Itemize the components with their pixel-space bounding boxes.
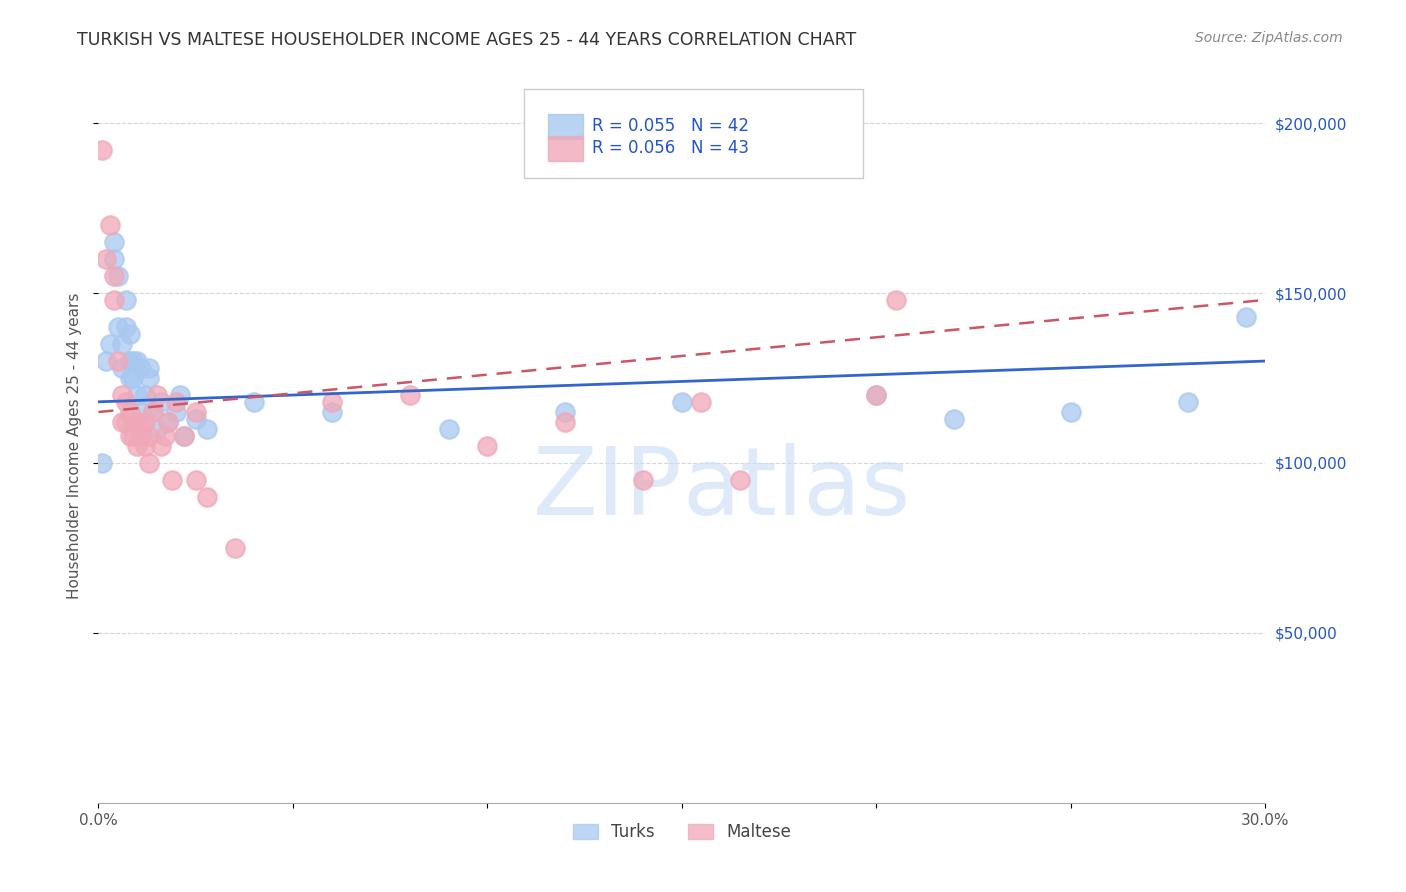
Point: [91, 456, 114, 470]
Point: [127, 415, 149, 429]
Point: [111, 415, 134, 429]
Point: [321, 394, 343, 409]
Point: [1060, 405, 1083, 419]
Point: [690, 394, 713, 409]
Text: Source: ZipAtlas.com: Source: ZipAtlas.com: [1195, 31, 1343, 45]
Point: [149, 439, 172, 453]
Point: [184, 412, 207, 426]
Point: [122, 415, 145, 429]
Point: [129, 429, 152, 443]
Point: [98, 218, 121, 232]
Point: [884, 293, 907, 307]
Point: [107, 320, 129, 334]
Point: [134, 415, 156, 429]
Point: [195, 490, 218, 504]
Point: [165, 405, 187, 419]
Point: [114, 320, 136, 334]
Point: [730, 473, 752, 487]
Point: [111, 388, 134, 402]
Point: [96, 252, 118, 266]
Point: [122, 371, 145, 385]
Text: R = 0.055   N = 42: R = 0.055 N = 42: [592, 118, 749, 136]
Point: [398, 388, 420, 402]
Point: [1234, 310, 1257, 324]
Point: [631, 473, 654, 487]
Point: [138, 456, 160, 470]
Point: [138, 371, 160, 385]
Point: [134, 388, 156, 402]
Point: [157, 415, 180, 429]
Text: atlas: atlas: [682, 442, 910, 535]
Point: [554, 415, 576, 429]
Point: [943, 412, 966, 426]
Point: [122, 429, 145, 443]
Point: [1177, 394, 1199, 409]
Point: [138, 360, 160, 375]
Point: [554, 405, 576, 419]
Point: [321, 405, 343, 419]
Point: [127, 354, 149, 368]
Point: [114, 394, 136, 409]
Point: [118, 429, 141, 443]
Point: [173, 429, 195, 443]
Point: [169, 388, 191, 402]
Point: [114, 293, 136, 307]
Point: [146, 388, 169, 402]
Legend: Turks, Maltese: Turks, Maltese: [567, 817, 797, 848]
FancyBboxPatch shape: [524, 89, 863, 178]
Text: R = 0.056   N = 43: R = 0.056 N = 43: [592, 139, 749, 157]
Point: [224, 541, 246, 555]
Point: [243, 394, 266, 409]
Point: [173, 429, 195, 443]
Point: [111, 360, 134, 375]
Bar: [548, 114, 582, 139]
Point: [153, 429, 176, 443]
Bar: [548, 136, 582, 161]
Point: [122, 354, 145, 368]
Point: [127, 439, 149, 453]
Point: [195, 422, 218, 436]
Text: ZIP: ZIP: [533, 442, 682, 535]
Point: [111, 337, 134, 351]
Point: [184, 405, 207, 419]
Point: [142, 405, 165, 419]
Point: [103, 269, 125, 284]
Point: [118, 371, 141, 385]
Point: [98, 337, 121, 351]
Point: [127, 388, 149, 402]
Point: [138, 429, 160, 443]
Point: [134, 439, 156, 453]
Point: [477, 439, 499, 453]
Point: [91, 144, 114, 158]
Point: [103, 252, 125, 266]
Point: [114, 415, 136, 429]
Point: [118, 326, 141, 341]
Point: [671, 394, 693, 409]
Point: [129, 360, 152, 375]
Point: [103, 293, 125, 307]
Point: [107, 354, 129, 368]
Point: [118, 354, 141, 368]
Point: [103, 235, 125, 249]
Y-axis label: Householder Income Ages 25 - 44 years: Householder Income Ages 25 - 44 years: [67, 293, 83, 599]
Point: [96, 354, 118, 368]
Point: [184, 473, 207, 487]
Point: [129, 405, 152, 419]
Point: [149, 394, 172, 409]
Point: [865, 388, 887, 402]
Point: [865, 388, 887, 402]
Point: [146, 422, 169, 436]
Point: [165, 394, 187, 409]
Point: [118, 405, 141, 419]
Point: [129, 422, 152, 436]
Point: [157, 415, 180, 429]
Point: [162, 473, 184, 487]
Point: [142, 405, 165, 419]
Point: [107, 269, 129, 284]
Point: [437, 422, 460, 436]
Text: TURKISH VS MALTESE HOUSEHOLDER INCOME AGES 25 - 44 YEARS CORRELATION CHART: TURKISH VS MALTESE HOUSEHOLDER INCOME AG…: [77, 31, 856, 49]
